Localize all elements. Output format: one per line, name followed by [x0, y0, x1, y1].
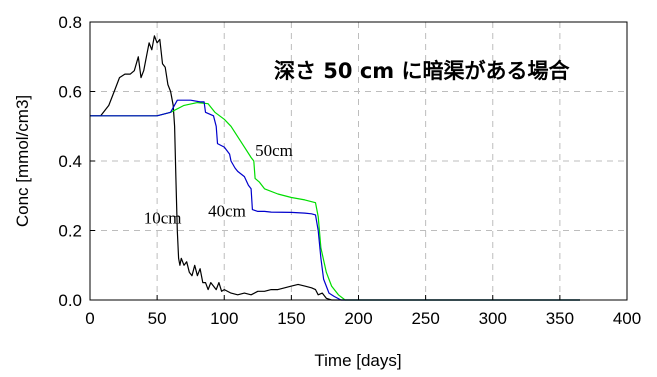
series-labels: 10cm 40cm 50cm [144, 141, 293, 228]
series-label-40cm: 40cm [208, 202, 246, 221]
x-tick-label: 250 [411, 309, 439, 328]
series-line-50cm [90, 102, 580, 301]
series-line-40cm [90, 99, 580, 301]
x-axis-title: Time [days] [314, 351, 401, 370]
y-axis-title: Conc [mmol/cm3] [13, 95, 32, 227]
x-tick-label: 200 [344, 309, 372, 328]
y-tick-label: 0.4 [58, 152, 82, 171]
y-tick-label: 0.2 [58, 222, 82, 241]
axis-ticks: 0 50 100 150 200 250 300 350 400 0.0 0.2 0.4 0.6 0.8 [58, 13, 641, 328]
y-tick-label: 0.0 [58, 291, 82, 310]
x-tick-label: 300 [479, 309, 507, 328]
y-tick-label: 0.6 [58, 83, 82, 102]
series-line-10cm [90, 35, 580, 301]
x-tick-label: 0 [85, 309, 94, 328]
series-label-50cm: 50cm [255, 141, 293, 160]
series-label-10cm: 10cm [144, 209, 182, 228]
x-tick-label: 150 [277, 309, 305, 328]
x-tick-label: 350 [546, 309, 574, 328]
x-tick-label: 100 [210, 309, 238, 328]
grid-lines [90, 22, 627, 300]
chart-annotation-title: 深さ 50 cm に暗渠がある場合 [274, 59, 570, 83]
x-tick-label: 400 [613, 309, 641, 328]
x-tick-label: 50 [148, 309, 167, 328]
y-tick-label: 0.8 [58, 13, 82, 32]
